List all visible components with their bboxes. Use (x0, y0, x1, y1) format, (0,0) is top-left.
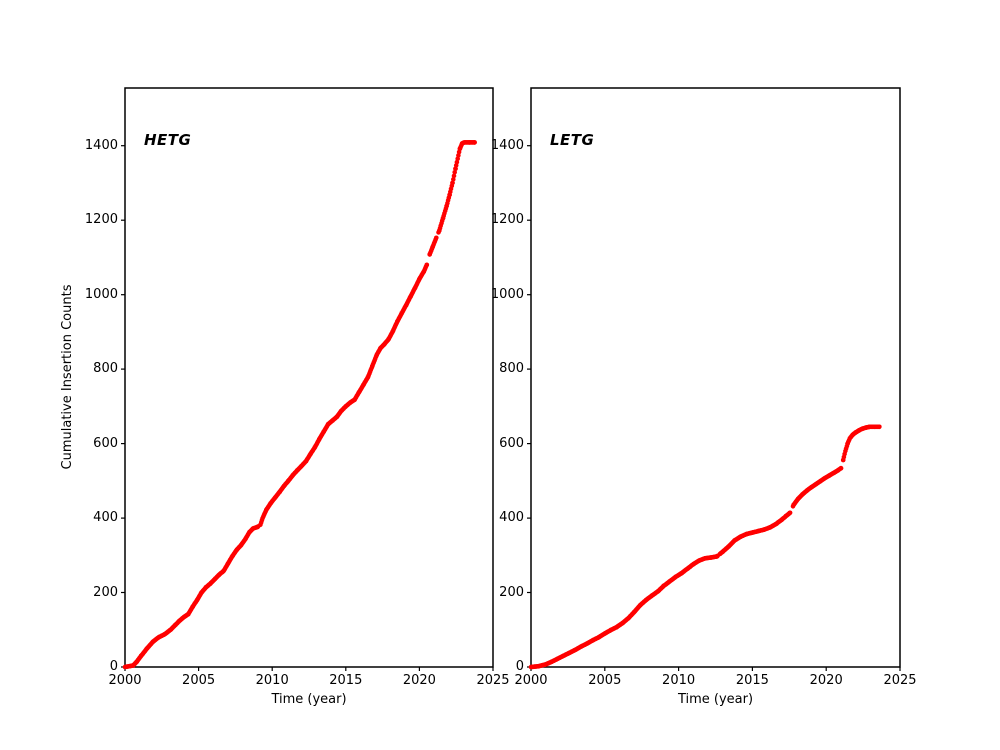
letg-x-tick-label: 2020 (809, 673, 843, 688)
letg-y-tick-label: 800 (499, 361, 524, 377)
letg-x-tick-label: 2010 (662, 673, 696, 688)
letg-y-tick-label: 1000 (490, 286, 524, 302)
hetg-y-tick-label: 200 (93, 584, 118, 600)
letg-y-tick-label: 0 (515, 659, 524, 674)
hetg-x-tick-label: 2010 (255, 673, 289, 688)
hetg-y-tick-label: 0 (109, 659, 118, 674)
letg-panel-title: LETG (550, 131, 595, 149)
letg-series (528, 424, 882, 670)
letg-y-tick-label: 1400 (490, 137, 524, 153)
letg-y-tick-label: 200 (499, 584, 524, 600)
letg-y-tick-label: 1200 (490, 212, 524, 228)
letg-x-tick-label: 2015 (735, 673, 769, 688)
hetg-y-tick-label: 600 (93, 435, 118, 451)
letg-x-tick-label: 2005 (588, 673, 622, 688)
letg-y-tick-label: 600 (499, 435, 524, 451)
letg-y-tick-label: 400 (499, 510, 524, 526)
hetg-y-tick-label: 1400 (84, 137, 118, 153)
hetg-x-tick-label: 2000 (108, 673, 142, 688)
hetg-series (122, 140, 477, 670)
hetg-x-tick-label: 2005 (182, 673, 216, 688)
hetg-x-tick-label: 2015 (329, 673, 363, 688)
letg-x-tick-label: 2000 (514, 673, 548, 688)
hetg-plot-area (121, 87, 494, 671)
hetg-x-tick-label: 2020 (402, 673, 436, 688)
hetg-y-tick-label: 1000 (84, 286, 118, 302)
hetg-y-tick-label: 800 (93, 361, 118, 377)
letg-plot-area (527, 87, 901, 671)
letg-x-tick-label: 2025 (883, 673, 917, 688)
hetg-x-axis-label: Time (year) (271, 692, 347, 707)
hetg-y-tick-label: 1200 (84, 212, 118, 228)
letg-x-axis-label: Time (year) (677, 692, 754, 707)
hetg-x-tick-label: 2025 (476, 673, 510, 688)
hetg-panel-title: HETG (144, 131, 192, 149)
hetg-y-tick-label: 400 (93, 510, 118, 526)
